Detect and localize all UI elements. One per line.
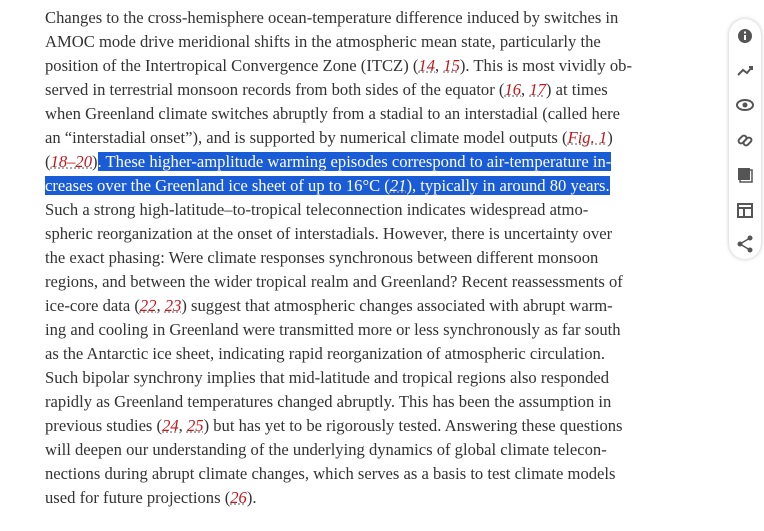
share-icon[interactable] <box>737 235 753 253</box>
reference[interactable]: 23 <box>164 296 182 315</box>
text: creases over the Greenland ice sheet of … <box>45 176 390 195</box>
line: nections during abrupt climate changes, … <box>45 462 675 486</box>
line: Such bipolar synchrony implies that mid-… <box>45 366 675 390</box>
text: ), typically in around 80 years. <box>406 176 610 195</box>
reference[interactable]: 14 <box>418 56 435 75</box>
reference[interactable]: 21 <box>389 176 407 195</box>
line: creases over the Greenland ice sheet of … <box>45 174 675 198</box>
line: Changes to the cross-hemisphere ocean-te… <box>45 6 675 30</box>
text: as the Antarctic ice sheet, indicating r… <box>45 344 605 363</box>
text: ) but has yet to be rigorously tested. A… <box>203 416 623 435</box>
text: served in terrestrial monsoon records fr… <box>45 80 505 99</box>
text: ) <box>607 128 613 147</box>
reference[interactable]: 25 <box>186 416 204 435</box>
reference[interactable]: 22 <box>139 296 157 315</box>
text: the exact phasing: Were climate response… <box>45 248 599 267</box>
toolbar-icons <box>736 29 754 253</box>
line: rapidly as Greenland temperatures change… <box>45 390 675 414</box>
text: ). <box>246 488 257 507</box>
text: regions, and between the wider tropical … <box>45 272 623 291</box>
line: will deepen our understanding of the und… <box>45 438 675 462</box>
text: ) <box>92 152 98 171</box>
paragraph: Changes to the cross-hemisphere ocean-te… <box>45 6 675 510</box>
text: , <box>435 56 444 75</box>
text: when Greenland climate switches abruptly… <box>45 104 621 123</box>
line: used for future projections (26). <box>45 486 675 510</box>
text: position of the Intertropical Convergenc… <box>45 56 419 75</box>
text: Such bipolar synchrony implies that mid-… <box>45 368 610 387</box>
toolbar <box>729 19 761 259</box>
text: ) at times <box>545 80 608 99</box>
view-icon[interactable] <box>736 99 754 111</box>
text: an “interstadial onset”), and is support… <box>45 128 568 147</box>
text: spheric reorganization at the onset of i… <box>45 224 613 243</box>
reference[interactable]: 26 <box>230 488 247 507</box>
text: Changes to the cross-hemisphere ocean-te… <box>45 8 619 27</box>
text: ice-core data ( <box>45 296 140 315</box>
text: used for future projections ( <box>45 488 231 507</box>
reference[interactable]: 24 <box>162 416 179 435</box>
link-icon[interactable] <box>737 134 753 147</box>
figure-link[interactable]: Fig. 1 <box>567 128 608 147</box>
line: position of the Intertropical Convergenc… <box>45 54 675 78</box>
figures-icon[interactable] <box>738 168 753 183</box>
text: Such a strong high-latitude–to-tropical … <box>45 200 589 219</box>
reference[interactable]: 16 <box>504 80 522 99</box>
text: , <box>156 296 165 315</box>
text: ) suggest that atmospheric changes assoc… <box>181 296 613 315</box>
line: AMOC mode drive meridional shifts in the… <box>45 30 675 54</box>
info-icon[interactable] <box>738 29 752 43</box>
metrics-icon[interactable] <box>737 66 753 76</box>
line: regions, and between the wider tropical … <box>45 270 675 294</box>
line: ice-core data (22, 23) suggest that atmo… <box>45 294 675 318</box>
text: rapidly as Greenland temperatures change… <box>45 392 612 411</box>
line: served in terrestrial monsoon records fr… <box>45 78 675 102</box>
line: an “interstadial onset”), and is support… <box>45 126 675 150</box>
text: will deepen our understanding of the und… <box>45 440 607 459</box>
text: ing and cooling in Greenland were transm… <box>45 320 621 339</box>
text: ( <box>45 152 51 171</box>
text: nections during abrupt climate changes, … <box>45 464 616 483</box>
reference[interactable]: 15 <box>443 56 460 75</box>
line: Such a strong high-latitude–to-tropical … <box>45 198 675 222</box>
tables-icon[interactable] <box>737 203 753 218</box>
text: , <box>521 80 530 99</box>
line: previous studies (24, 25) but has yet to… <box>45 414 675 438</box>
line: (18–20). These higher-amplitude warming … <box>45 150 675 174</box>
line: ing and cooling in Greenland were transm… <box>45 318 675 342</box>
text: , <box>178 416 187 435</box>
text: previous studies ( <box>45 416 163 435</box>
line: spheric reorganization at the onset of i… <box>45 222 675 246</box>
line: the exact phasing: Were climate response… <box>45 246 675 270</box>
text: AMOC mode drive meridional shifts in the… <box>45 32 601 51</box>
text: ). This is most vividly ob- <box>459 56 632 75</box>
line: when Greenland climate switches abruptly… <box>45 102 675 126</box>
highlighted-text: creases over the Greenland ice sheet of … <box>45 176 610 195</box>
highlighted-text: . These higher-amplitude warming episode… <box>97 152 612 171</box>
line: as the Antarctic ice sheet, indicating r… <box>45 342 675 366</box>
reference[interactable]: 17 <box>529 80 546 99</box>
reference[interactable]: 18–20 <box>50 152 93 171</box>
